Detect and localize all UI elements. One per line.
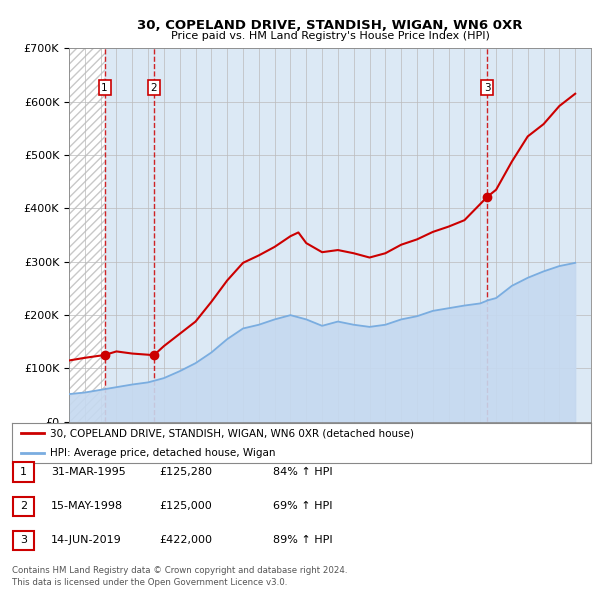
Text: 2: 2 — [151, 83, 157, 93]
Bar — [69, 48, 104, 422]
Text: Price paid vs. HM Land Registry's House Price Index (HPI): Price paid vs. HM Land Registry's House … — [170, 31, 490, 41]
Text: 89% ↑ HPI: 89% ↑ HPI — [273, 536, 332, 545]
Text: 2: 2 — [20, 502, 27, 511]
Text: HPI: Average price, detached house, Wigan: HPI: Average price, detached house, Wiga… — [50, 448, 275, 458]
Text: £422,000: £422,000 — [159, 536, 212, 545]
Text: 69% ↑ HPI: 69% ↑ HPI — [273, 502, 332, 511]
Text: £125,280: £125,280 — [159, 467, 212, 477]
Text: 30, COPELAND DRIVE, STANDISH, WIGAN, WN6 0XR: 30, COPELAND DRIVE, STANDISH, WIGAN, WN6… — [137, 19, 523, 32]
Text: Contains HM Land Registry data © Crown copyright and database right 2024.
This d: Contains HM Land Registry data © Crown c… — [12, 566, 347, 587]
Text: 1: 1 — [101, 83, 108, 93]
Text: 15-MAY-1998: 15-MAY-1998 — [51, 502, 123, 511]
FancyBboxPatch shape — [13, 497, 34, 516]
FancyBboxPatch shape — [13, 463, 34, 481]
Text: 84% ↑ HPI: 84% ↑ HPI — [273, 467, 332, 477]
Text: 31-MAR-1995: 31-MAR-1995 — [51, 467, 126, 477]
Text: 30, COPELAND DRIVE, STANDISH, WIGAN, WN6 0XR (detached house): 30, COPELAND DRIVE, STANDISH, WIGAN, WN6… — [50, 428, 413, 438]
FancyBboxPatch shape — [13, 531, 34, 550]
Bar — [69, 48, 104, 422]
Text: 3: 3 — [484, 83, 491, 93]
Text: 3: 3 — [20, 536, 27, 545]
Text: 14-JUN-2019: 14-JUN-2019 — [51, 536, 122, 545]
Text: £125,000: £125,000 — [159, 502, 212, 511]
Bar — [104, 48, 591, 422]
Text: 1: 1 — [20, 467, 27, 477]
